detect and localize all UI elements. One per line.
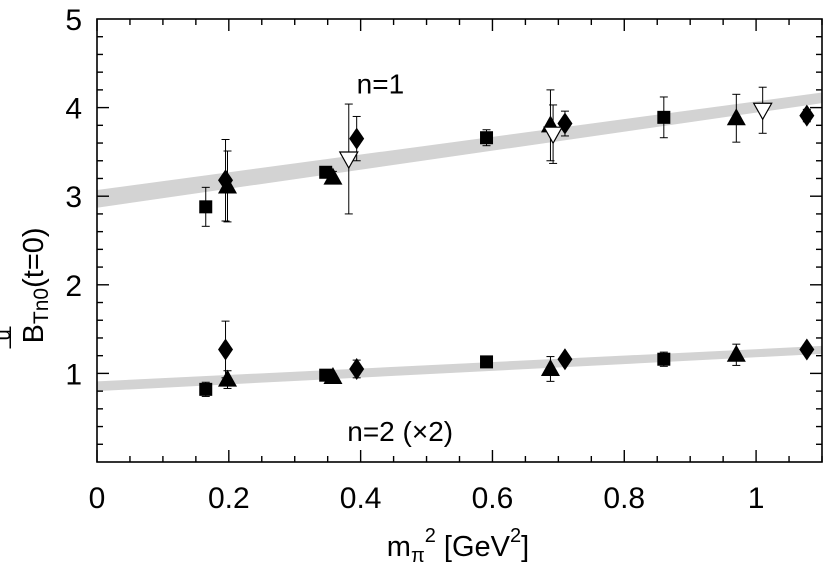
fit-band-1: [97, 92, 822, 208]
diamond-point: [349, 127, 365, 150]
diamond-point: [218, 338, 234, 361]
data-markers: [199, 102, 815, 396]
x-tick-label: 1: [748, 482, 765, 515]
triangle-point: [218, 369, 237, 387]
svg-text:—uBTn0(t=0): —uBTn0(t=0): [0, 227, 53, 348]
y-tick-label: 4: [65, 93, 82, 126]
y-axis-title: —uBTn0(t=0): [0, 227, 53, 348]
x-tick-label: 0.2: [208, 482, 250, 515]
square-point: [480, 131, 494, 145]
diamond-point: [799, 104, 815, 127]
triangle-point: [726, 344, 746, 362]
triangle-down-open-point: [752, 102, 773, 121]
square-point: [199, 200, 213, 214]
error-bars: [201, 86, 811, 397]
axis-ticks: [96, 19, 823, 462]
x-tick-labels: 0 0.2 0.4 0.6 0.8 1: [89, 482, 765, 515]
x-axis-title: mπ2 [GeV2]: [387, 525, 529, 566]
triangle-point: [540, 358, 560, 376]
diamond-point: [557, 112, 573, 135]
square-point: [657, 352, 671, 366]
fit-band-2: [97, 345, 822, 392]
triangle-point: [323, 366, 343, 384]
x-tick-label: 0.4: [340, 482, 382, 515]
triangle-down-open-point: [543, 126, 564, 145]
y-tick-label: 2: [65, 270, 82, 303]
y-tick-label: 1: [65, 358, 82, 391]
y-tick-label: 3: [65, 181, 82, 214]
y-tick-labels: 1 2 3 4 5: [65, 4, 82, 391]
diamond-point: [557, 348, 573, 371]
square-point: [199, 382, 213, 396]
triangle-down-open-point: [338, 151, 359, 170]
triangle-point: [323, 167, 343, 185]
fit-bands: [97, 92, 822, 392]
diamond-point: [218, 169, 234, 192]
square-point: [480, 355, 494, 369]
y-tick-label: 5: [65, 4, 82, 37]
annotations: n=1 n=2 (×2): [347, 69, 453, 447]
annotation-label: n=1: [357, 69, 405, 100]
diamond-point: [799, 338, 815, 361]
x-tick-label: 0.8: [603, 482, 645, 515]
x-tick-label: 0.6: [472, 482, 514, 515]
annotation-label: n=2 (×2): [347, 416, 453, 447]
x-tick-label: 0: [89, 482, 106, 515]
triangle-point: [726, 108, 746, 126]
square-point: [657, 110, 671, 124]
diamond-point: [349, 357, 365, 380]
